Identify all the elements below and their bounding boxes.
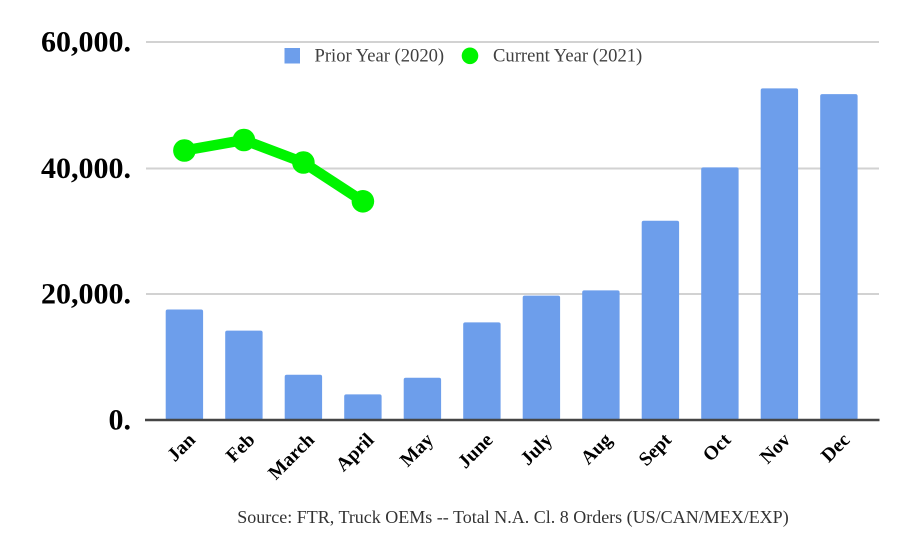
svg-text:Prior Year (2020): Prior Year (2020) <box>315 46 445 67</box>
svg-text:20,000.: 20,000. <box>41 278 131 311</box>
svg-text:60,000.: 60,000. <box>41 26 131 59</box>
svg-text:Source: FTR, Truck OEMs -- Tot: Source: FTR, Truck OEMs -- Total N.A. Cl… <box>237 507 788 528</box>
svg-text:Current Year (2021): Current Year (2021) <box>493 46 642 67</box>
svg-text:40,000.: 40,000. <box>41 152 131 185</box>
svg-text:0.: 0. <box>109 404 132 437</box>
